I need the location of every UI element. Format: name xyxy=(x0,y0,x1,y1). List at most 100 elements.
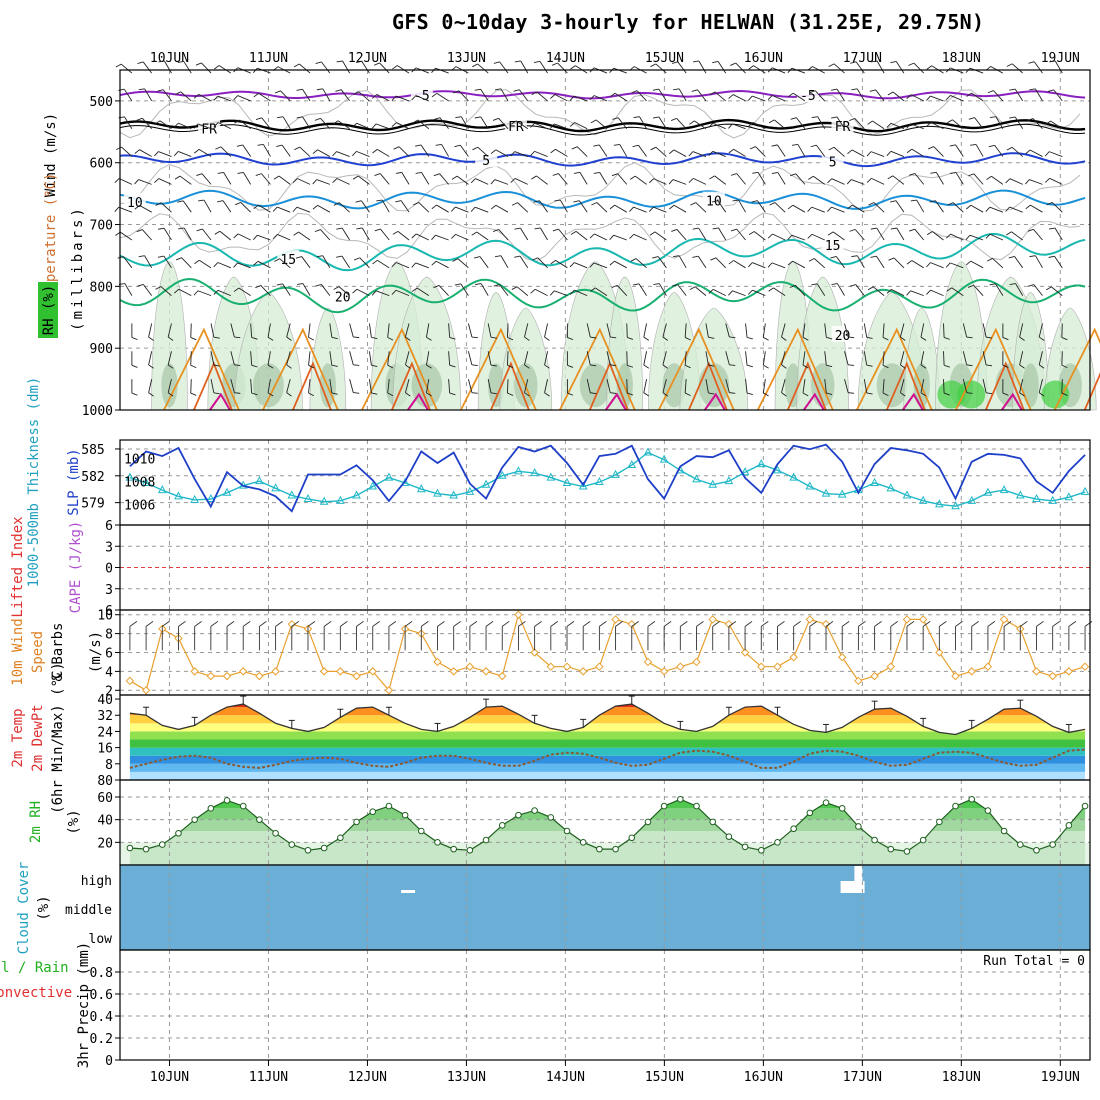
wind-barb-flag xyxy=(494,88,502,91)
wind-barb-flag xyxy=(333,286,340,290)
wind-barb-flag xyxy=(689,120,695,125)
wind-barb xyxy=(534,122,548,130)
wind-barb xyxy=(893,257,905,269)
wind-barb-flag xyxy=(1061,364,1068,369)
wind-barb-flag xyxy=(391,289,397,295)
wind10m-marker xyxy=(854,676,863,686)
wind-barb xyxy=(1033,61,1043,74)
wind-barb-flag xyxy=(610,364,617,367)
wind-barb-flag xyxy=(167,364,174,369)
wind-barb xyxy=(260,285,271,296)
cloud-ylabel-unit: (%) xyxy=(36,895,52,920)
rh2m-tick-label: 60 xyxy=(97,791,113,806)
wind-barb-flag xyxy=(729,392,736,394)
wind-barb xyxy=(448,323,451,338)
rh2m-marker xyxy=(984,807,992,814)
wind-barb xyxy=(732,290,746,297)
wind-barb xyxy=(774,119,786,130)
wind-barb-flag xyxy=(276,144,283,148)
wind-barb xyxy=(474,206,489,213)
rh-shading-core xyxy=(579,363,611,408)
wind-barb xyxy=(337,120,350,130)
wind-barb-flag xyxy=(826,364,833,368)
wind-barb-flag xyxy=(652,88,659,91)
wind-barb-flag xyxy=(886,289,892,294)
wind-barb xyxy=(515,120,529,130)
wind-barb xyxy=(935,172,944,185)
temp2m-tick-label: 16 xyxy=(97,742,113,757)
wind-barb xyxy=(969,67,984,74)
wind-barb-flag xyxy=(395,200,402,203)
wind-barb-flag xyxy=(886,150,892,156)
wind-barb xyxy=(198,149,212,157)
wind-barb-flag xyxy=(530,288,536,294)
wind-barb-flag xyxy=(1006,231,1012,236)
wind-barb xyxy=(658,116,667,129)
wind-barb xyxy=(317,149,331,157)
wind-barb-flag xyxy=(1047,89,1054,92)
wind-barb-flag xyxy=(929,200,936,203)
wind-barb-flag xyxy=(511,202,518,206)
rh2m-marker xyxy=(256,816,263,823)
wind-barb xyxy=(121,146,133,157)
wind10m-barb-flag xyxy=(1052,620,1060,627)
wind-barb xyxy=(218,65,232,74)
wind-barb-flag xyxy=(887,175,894,180)
wind-barb-flag xyxy=(426,336,432,341)
wind-barb xyxy=(308,323,311,338)
wind-barb-flag xyxy=(134,205,140,210)
wind-barb-flag xyxy=(473,256,481,259)
wind-barb xyxy=(222,200,232,213)
warm-contour-25 xyxy=(1053,327,1100,411)
wind-barb-flag xyxy=(255,173,262,176)
temp-color-band xyxy=(129,723,1086,732)
wind-barb xyxy=(896,227,905,241)
wind-barb xyxy=(223,172,232,185)
wind-barb-flag xyxy=(510,178,516,183)
slp-tick-label: 1010 xyxy=(124,452,155,467)
wind-barb xyxy=(745,323,748,338)
wind10m-ylabel-2: Speed xyxy=(30,631,46,673)
wind-barb-flag xyxy=(513,89,520,92)
wind-barb-flag xyxy=(531,175,537,180)
wind-barb-flag xyxy=(534,227,541,230)
wind-barb-flag xyxy=(869,89,876,92)
wind-barb xyxy=(733,148,746,157)
wind-barb-flag xyxy=(708,364,715,367)
wind-barb xyxy=(297,178,311,185)
wind-barb xyxy=(1011,63,1023,74)
wind-barb xyxy=(181,257,192,269)
wind-barb xyxy=(914,173,925,185)
wind-barb xyxy=(178,288,192,297)
wind-barb xyxy=(831,178,845,185)
wind10m-marker xyxy=(659,667,669,676)
wind-barb-flag xyxy=(154,178,160,184)
wind-barb-flag xyxy=(1025,204,1031,210)
wind-barb xyxy=(1051,286,1063,296)
wind-barb xyxy=(817,116,826,129)
wind10m-barb-flag xyxy=(809,620,818,627)
wind-barb-flag xyxy=(653,283,660,285)
isotherm-label-bg xyxy=(198,119,221,136)
wind-barb xyxy=(467,351,473,365)
wind-barb-flag xyxy=(167,392,174,397)
wind-barb xyxy=(1049,151,1063,157)
wind-barb-flag xyxy=(507,392,514,396)
wind-barb-flag xyxy=(391,95,397,101)
wind-barb-flag xyxy=(426,392,432,397)
wind-barb xyxy=(456,175,469,185)
wind-barb xyxy=(705,351,709,366)
wind-barb-flag xyxy=(336,60,343,63)
wind-barb-flag xyxy=(986,392,993,395)
isotherm-label: 20 xyxy=(335,290,351,305)
wind-barb xyxy=(757,172,766,185)
wind10m-ylabel-3: & Barbs xyxy=(50,622,66,681)
wind-barb-flag xyxy=(530,151,535,157)
wind-barb xyxy=(892,91,905,102)
wind-barb xyxy=(697,255,707,269)
wind-barb xyxy=(160,202,172,213)
thickness-marker xyxy=(967,495,977,504)
wind-barb-flag xyxy=(763,392,769,397)
temp-color-band xyxy=(129,747,1086,756)
temp-color-band xyxy=(120,695,1090,699)
